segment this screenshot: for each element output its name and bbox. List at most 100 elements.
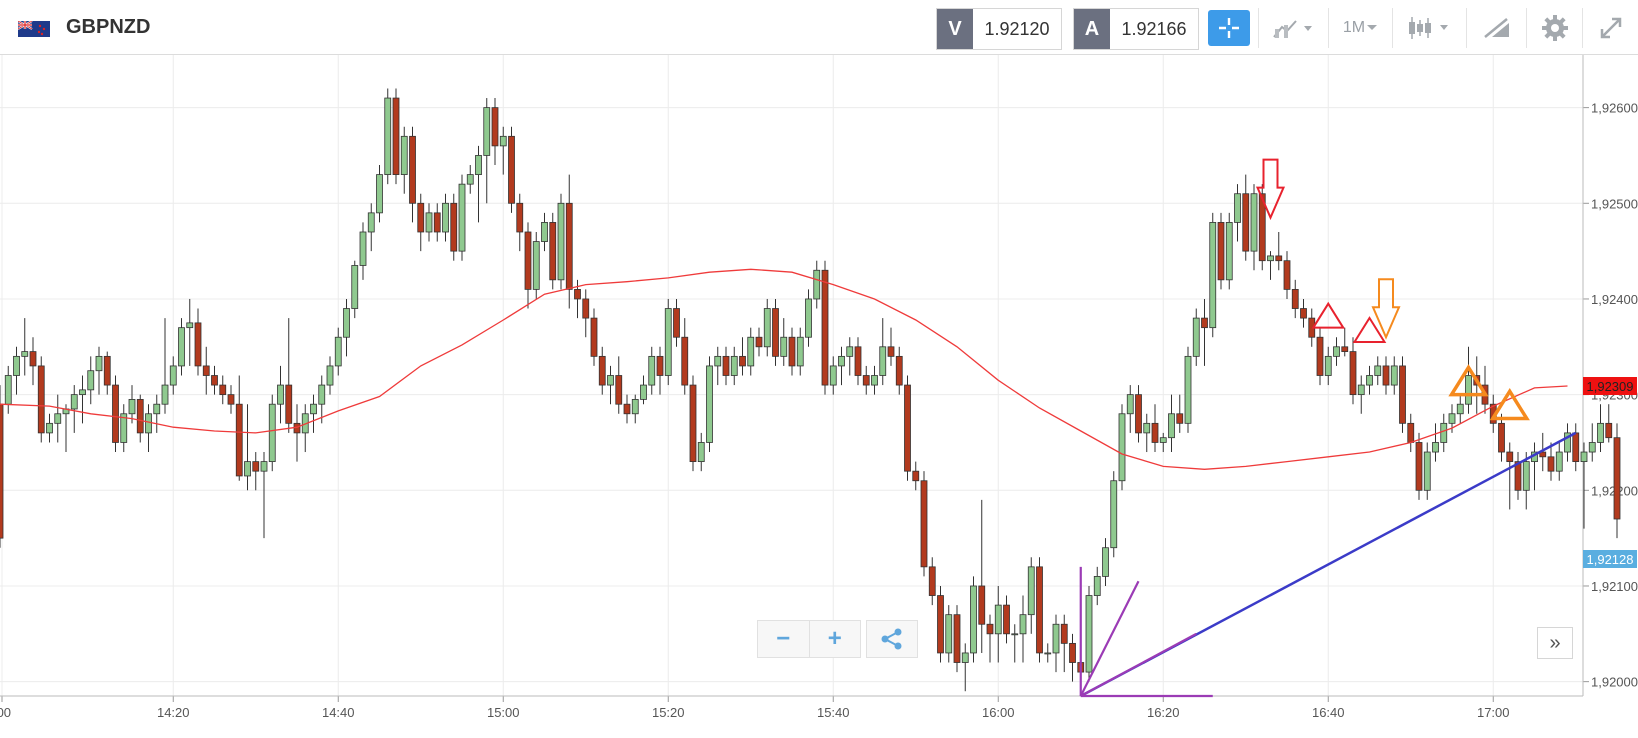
candle [400, 126, 408, 194]
zoom-in-button[interactable]: + [808, 621, 861, 657]
orange-triangle-marker [1489, 388, 1530, 421]
candle [904, 375, 911, 481]
candle-body [739, 355, 746, 367]
candle [590, 308, 598, 366]
candle [1209, 212, 1217, 338]
zoom-out-button[interactable]: − [776, 625, 791, 652]
candle [920, 471, 928, 577]
candle [1564, 423, 1571, 462]
candle [112, 375, 119, 453]
candle-body [1448, 413, 1456, 424]
candle-body [664, 308, 672, 376]
red-triangle-marker [1352, 316, 1387, 344]
candle [739, 337, 746, 376]
candle-body [260, 461, 268, 472]
candle [145, 404, 152, 453]
candle-body [178, 327, 185, 367]
candle [260, 452, 268, 539]
candle [62, 404, 70, 453]
candle-body [1300, 308, 1307, 319]
ask-price-box[interactable]: A 1.92166 [1073, 8, 1199, 50]
candle [1382, 356, 1390, 395]
candle [1118, 404, 1126, 491]
bid-label: V [937, 9, 973, 49]
candle [376, 165, 383, 223]
candle [689, 375, 697, 472]
candle-body [13, 355, 20, 376]
draw-tools-button[interactable] [1466, 8, 1527, 48]
candle-body [1374, 365, 1382, 376]
candle-body [1547, 456, 1555, 472]
candle-body [211, 375, 218, 386]
last-price-tag: 1,92128 [1583, 550, 1637, 569]
candlestick-chart[interactable]: 1,926001,925001,924001,923001,922001,921… [0, 55, 1638, 733]
candle [937, 585, 944, 663]
candle [1126, 385, 1134, 433]
candle-body [1605, 422, 1613, 439]
candle-body [54, 413, 62, 424]
candle-body [986, 623, 994, 635]
candle-body [252, 461, 260, 472]
candle-body [1390, 365, 1398, 386]
candle-body [1415, 442, 1423, 491]
candle-body [590, 317, 598, 357]
candle-body [772, 308, 779, 357]
candle-body [1011, 633, 1019, 636]
chevron-down-icon [1367, 25, 1378, 30]
candle-body [1349, 351, 1357, 396]
candle-body [1019, 614, 1027, 635]
candle-body [1580, 451, 1588, 463]
candle-body [392, 97, 400, 175]
candle-body [623, 403, 631, 415]
candle-body [1184, 355, 1192, 424]
candle-body [1283, 260, 1291, 290]
candle [1432, 423, 1439, 462]
candle-body [483, 107, 491, 156]
candle [13, 346, 20, 395]
candle-body [1333, 346, 1340, 357]
fullscreen-icon [1600, 17, 1622, 39]
x-tick-label: 15:00 [487, 705, 520, 720]
candle-body [202, 365, 210, 376]
candle-body [326, 365, 334, 386]
candle [1135, 385, 1142, 443]
candle [1093, 566, 1101, 606]
candle-body [1250, 193, 1258, 252]
chart-type-button[interactable] [1258, 8, 1329, 48]
candle [945, 605, 953, 663]
candle-type-button[interactable] [1392, 8, 1467, 48]
fullscreen-button[interactable] [1582, 8, 1638, 48]
crosshair-button[interactable] [1208, 10, 1250, 46]
candle-body [508, 135, 515, 204]
candle-body [615, 375, 623, 405]
candle [747, 327, 755, 376]
candle-body [128, 399, 136, 415]
crosshair-icon [1219, 18, 1239, 38]
price-chart-area[interactable]: 1,926001,925001,924001,923001,922001,921… [0, 55, 1638, 733]
candle-body [961, 652, 969, 663]
candle [475, 145, 482, 223]
candle-body [970, 585, 977, 654]
share-button[interactable] [866, 620, 918, 658]
candle-body [598, 355, 606, 386]
candle-body [1126, 394, 1134, 415]
candle [409, 126, 416, 223]
candle [887, 327, 895, 366]
candle [87, 356, 95, 405]
candle-body [409, 135, 416, 204]
settings-button[interactable] [1526, 8, 1583, 48]
candle [29, 337, 37, 386]
candle-body [871, 375, 878, 386]
candle-body [747, 336, 755, 367]
timeframe-button[interactable]: 1M [1328, 8, 1393, 48]
candle [648, 346, 656, 395]
candle [1201, 298, 1208, 366]
candle [268, 394, 276, 472]
candle [1547, 442, 1555, 481]
scroll-to-end-button[interactable]: » [1537, 627, 1573, 659]
candle-body [1341, 346, 1349, 352]
candle [301, 404, 309, 453]
candle [194, 308, 202, 376]
bid-price-box[interactable]: V 1.92120 [936, 8, 1062, 50]
candle-body [516, 202, 524, 233]
